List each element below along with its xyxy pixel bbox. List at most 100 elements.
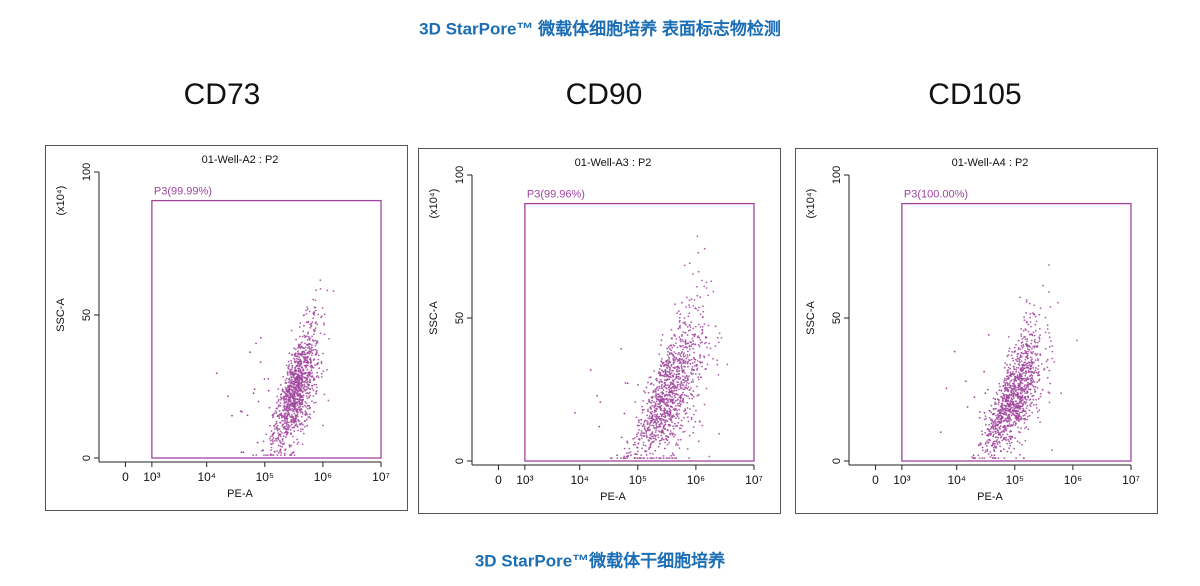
event-dot [1030, 342, 1033, 345]
event-dot [322, 424, 324, 427]
figure-title: 3D StarPore™ 微载体细胞培养 表面标志物检测 [419, 18, 781, 38]
event-dot [1010, 407, 1013, 409]
event-dot [309, 388, 311, 390]
event-dot [675, 408, 677, 411]
event-dot [682, 344, 684, 347]
event-dot [680, 352, 683, 355]
event-dot [1001, 412, 1004, 415]
event-dot [1014, 350, 1017, 353]
event-dot [284, 386, 287, 389]
event-dot [285, 364, 288, 367]
event-dot [681, 383, 684, 386]
event-dot [685, 324, 687, 326]
event-dot [662, 455, 665, 457]
event-dot [622, 457, 625, 459]
event-dot [666, 370, 669, 373]
event-dot [635, 416, 638, 419]
event-dot [997, 457, 1000, 459]
event-dot [696, 235, 699, 238]
event-dot [311, 344, 313, 347]
event-dot [279, 413, 281, 416]
event-dot [282, 398, 285, 401]
event-dot [653, 401, 655, 403]
event-dot [285, 416, 288, 418]
event-dot [287, 360, 290, 363]
event-dot [1029, 316, 1031, 319]
event-dot [641, 409, 644, 411]
event-dot [992, 413, 995, 416]
event-dot [287, 388, 290, 391]
event-dot [293, 426, 296, 429]
event-dot [1006, 419, 1008, 422]
event-dot [1011, 398, 1014, 401]
event-dot [994, 436, 997, 439]
event-dot [1021, 411, 1023, 414]
event-dot [1025, 351, 1028, 354]
event-dot [981, 433, 984, 436]
event-dot [677, 439, 680, 441]
event-dot [1034, 391, 1036, 393]
event-dot [308, 383, 310, 386]
gate-label: P3(99.99%) [154, 186, 212, 198]
event-dot [977, 444, 980, 447]
event-dot [290, 374, 292, 376]
event-dot [1024, 402, 1027, 405]
event-dot [293, 420, 295, 422]
event-dot [668, 415, 671, 418]
event-dot [691, 394, 694, 397]
event-dot [293, 347, 295, 350]
event-dot [693, 361, 696, 363]
event-dot [986, 445, 988, 447]
event-dot [1008, 447, 1010, 450]
event-dot [309, 381, 311, 384]
event-dot [690, 387, 692, 389]
event-dot [660, 404, 663, 407]
event-dot [643, 432, 646, 435]
event-dot [1046, 376, 1049, 379]
event-dot [939, 431, 942, 433]
event-dot [994, 427, 997, 429]
event-dot [304, 336, 306, 339]
event-dot [651, 453, 654, 455]
event-dot [240, 451, 243, 454]
event-dot [984, 443, 987, 445]
event-dot [304, 404, 306, 407]
event-dot [663, 375, 666, 378]
event-dot [297, 347, 299, 349]
event-dot [1033, 334, 1036, 337]
event-dot [279, 449, 282, 452]
event-dot [1033, 371, 1036, 373]
event-dot [701, 326, 704, 328]
event-dot [241, 410, 243, 413]
event-dot [1023, 385, 1026, 388]
event-dot [291, 372, 293, 375]
event-dot [678, 427, 681, 430]
event-dot [1030, 325, 1032, 328]
event-dot [987, 334, 990, 336]
event-dot [295, 383, 297, 386]
event-dot [1035, 398, 1038, 401]
event-dot [638, 438, 641, 441]
event-dot [650, 421, 652, 423]
event-dot [1011, 373, 1014, 375]
event-dot [682, 340, 685, 343]
event-dot [609, 457, 612, 459]
event-dot [1012, 392, 1015, 395]
event-dot [285, 412, 287, 414]
event-dot [1027, 361, 1030, 363]
event-dot [671, 346, 674, 349]
event-dot [694, 420, 697, 423]
event-dot [1010, 394, 1013, 396]
x-tick-label: 10⁷ [745, 473, 763, 487]
event-dot [637, 424, 639, 427]
event-dot [1032, 345, 1034, 348]
event-dot [1007, 354, 1010, 356]
event-dot [686, 407, 689, 409]
event-dot [314, 401, 317, 404]
event-dot [1035, 407, 1038, 409]
event-dot [663, 385, 666, 387]
event-dot [998, 382, 1001, 385]
event-dot [672, 425, 674, 428]
event-dot [994, 418, 997, 421]
event-dot [282, 426, 285, 429]
